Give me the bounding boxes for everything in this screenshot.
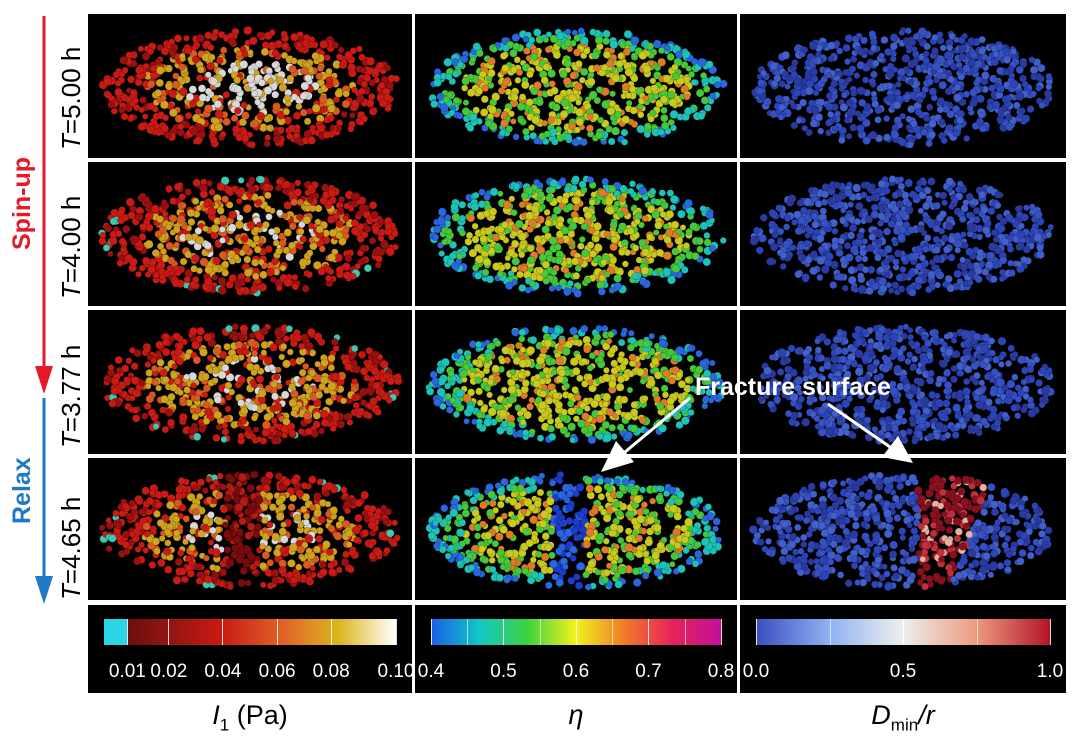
panel-r2-c3 (740, 162, 1066, 306)
row-label-2: T=4.00 h (56, 195, 86, 299)
colorbar-eta-minor-tick (612, 619, 614, 645)
colorbar-i1-tick-label: 0.04 (204, 661, 242, 682)
colorbar-i1-tick (168, 619, 170, 645)
colorbar-dmin-tick (1049, 619, 1051, 645)
colorbar-i1-tick-label: 0.08 (312, 661, 350, 682)
panel-r2-c1 (88, 162, 412, 306)
colorbar-dmin-minor-tick (829, 619, 831, 645)
colorbar-i1-tick-label: 0.01 (108, 661, 146, 682)
panel-r3-c3 (740, 310, 1066, 454)
panel-r1-c3 (740, 14, 1066, 158)
panel-r1-c1 (88, 14, 412, 158)
particle-ellipsoid (751, 27, 1054, 149)
panel-r4-c2 (415, 458, 737, 600)
spin-up-arrow-head (35, 366, 53, 394)
relax-label: Relax (8, 457, 36, 524)
panel-r4-c3 (740, 458, 1066, 600)
particle-ellipsoid (98, 470, 401, 591)
colorbar-i1: 0.01 0.02 0.04 0.06 0.08 0.10 (88, 605, 415, 693)
row-label-4: T=4.65 h (56, 496, 86, 600)
colorbar-eta-tick (575, 619, 577, 645)
panel-r1-c2 (415, 14, 737, 158)
panel-r4-c1 (88, 458, 412, 600)
panel-r2-c2 (415, 162, 737, 306)
column-label-dmin: Dmin/r (871, 700, 935, 735)
colorbar-dmin-tick-label: 0.0 (742, 661, 770, 682)
particle-ellipsoid (98, 26, 401, 149)
particle-ellipsoid (748, 471, 1053, 592)
column-label-i1: I1 (Pa) (212, 700, 288, 735)
colorbar-dmin: 0.0 0.5 1.0 (740, 605, 1066, 693)
particle-ellipsoid (98, 175, 399, 297)
colorbar-eta-tick (430, 619, 432, 645)
row-label-1: T=5.00 h (56, 46, 86, 150)
spin-up-label: Spin-up (8, 156, 36, 250)
colorbar-eta: 0.4 0.5 0.6 0.7 0.8 (415, 605, 737, 693)
colorbar-eta-tick-label: 0.8 (707, 661, 735, 682)
colorbar-eta-minor-tick (467, 619, 469, 645)
colorbar-i1-tick (276, 619, 278, 645)
colorbar-eta-tick (648, 619, 649, 645)
colorbar-eta-tick (503, 619, 504, 645)
particle-ellipsoid (749, 175, 1055, 297)
colorbar-i1-tick (395, 619, 397, 645)
particle-ellipsoid (429, 175, 727, 298)
relax-arrow-head (35, 576, 53, 604)
colorbar-dmin-tick (902, 619, 904, 645)
colorbar-eta-tick-label: 0.7 (635, 661, 662, 682)
colorbar-eta-minor-tick (684, 619, 686, 645)
colorbar-i1-gradient (104, 619, 396, 645)
colorbar-eta-tick (720, 619, 722, 645)
colorbar-i1-tick-label: 0.02 (150, 661, 188, 682)
fracture-surface-label: Fracture surface (695, 373, 891, 401)
colorbar-i1-tick-label: 0.10 (377, 661, 415, 682)
panel-r3-c2 (415, 310, 737, 454)
colorbar-dmin-tick-label: 0.5 (889, 661, 917, 682)
particle-ellipsoid (428, 27, 728, 147)
panel-r3-c1 (88, 310, 412, 454)
colorbar-eta-tick-label: 0.5 (490, 661, 517, 682)
colorbar-i1-tick (330, 619, 332, 645)
colorbar-eta-tick-label: 0.4 (417, 661, 445, 682)
colorbar-dmin-tick (755, 619, 757, 645)
colorbar-i1-tick (222, 619, 224, 645)
column-label-eta: η (568, 700, 584, 730)
colorbar-eta-tick-label: 0.6 (562, 661, 590, 682)
colorbar-dmin-minor-tick (976, 619, 978, 645)
colorbar-i1-tick (126, 619, 128, 645)
colorbar-dmin-tick-label: 1.0 (1036, 661, 1064, 682)
particle-ellipsoid (425, 470, 723, 591)
colorbar-eta-minor-tick (539, 619, 541, 645)
particle-ellipsoid (103, 323, 403, 446)
colorbar-i1-tick-label: 0.06 (258, 661, 296, 682)
particle-ellipsoid (425, 324, 726, 445)
row-label-3: T=3.77 h (56, 344, 86, 448)
